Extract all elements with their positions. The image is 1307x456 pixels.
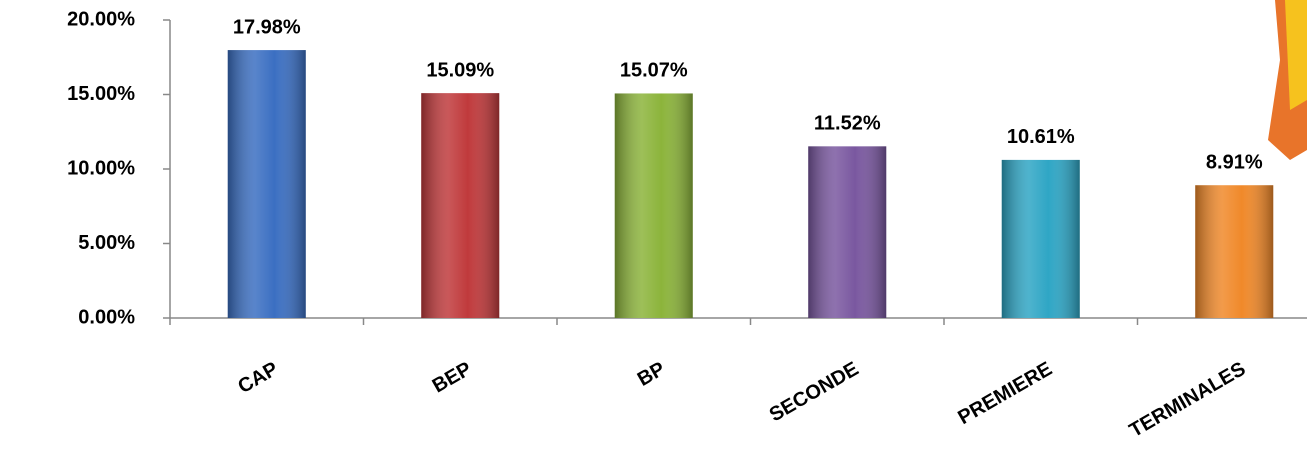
y-tick-label: 20.00% [67, 8, 135, 30]
bar [1001, 159, 1080, 318]
x-tick-label: BEP [429, 358, 476, 398]
value-label: 11.52% [814, 113, 881, 135]
x-tick-label: PREMIERE [954, 358, 1055, 429]
y-tick-label: 10.00% [67, 157, 135, 179]
value-label: 17.98% [233, 16, 301, 38]
y-tick-label: 0.00% [78, 306, 135, 328]
bar [808, 146, 887, 318]
bar [421, 93, 500, 318]
value-label: 15.07% [620, 60, 688, 82]
value-label: 8.91% [1206, 152, 1263, 174]
value-label: 15.09% [426, 59, 494, 81]
bar [614, 93, 693, 318]
decoration [1285, 0, 1307, 110]
value-label: 10.61% [1007, 126, 1075, 148]
x-tick-label: TERMINALES [1126, 358, 1250, 442]
x-tick-label: CAP [234, 358, 282, 398]
y-tick-label: 5.00% [78, 232, 135, 254]
x-tick-label: SECONDE [766, 358, 863, 427]
x-tick-label: BP [634, 358, 669, 391]
y-tick-label: 15.00% [67, 83, 135, 105]
bar [227, 50, 306, 319]
bar [1195, 185, 1274, 318]
